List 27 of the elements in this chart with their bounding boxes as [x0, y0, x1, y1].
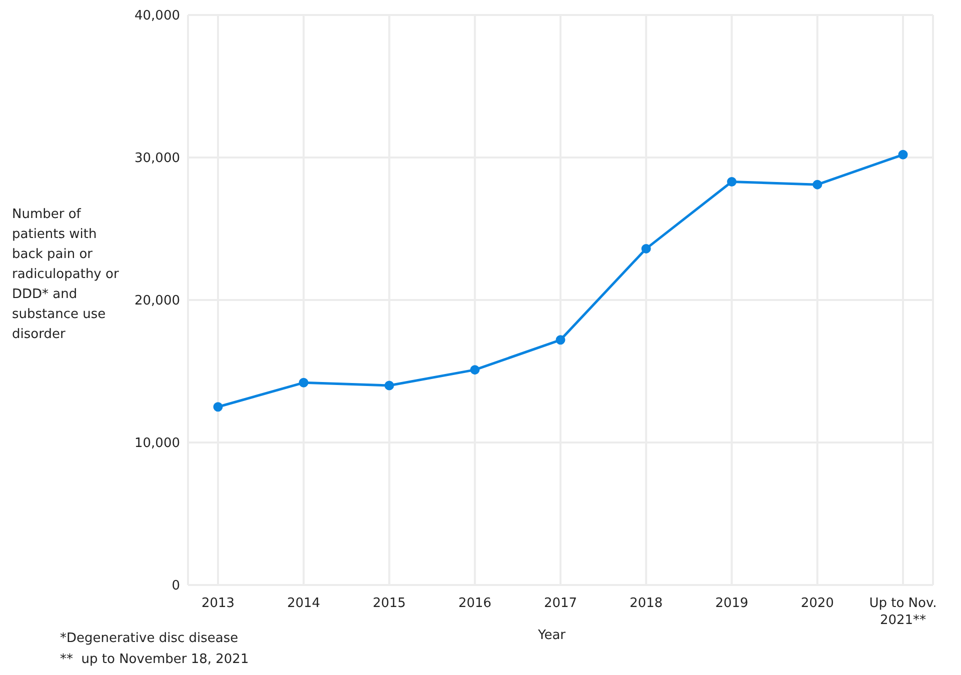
- y-axis-title: Number of patients with back pain or radiculopathy or DDD* and substance use disorder: [12, 206, 120, 344]
- point: [641, 244, 651, 254]
- x-tick-label: 2015: [372, 596, 406, 611]
- point: [556, 335, 566, 345]
- x-tick-label: 2019: [715, 596, 748, 611]
- text: *Degenerative disc disease: [60, 630, 240, 648]
- x-tick-label: 2018: [630, 596, 663, 611]
- x-tick-label: 2017: [544, 596, 578, 611]
- x-tick-label: 2016: [458, 596, 492, 611]
- y-tick-label: 20,000: [134, 294, 180, 309]
- text: ** up to November 18, 2021: [60, 651, 249, 669]
- point: [298, 378, 308, 388]
- y-tick-label: 10,000: [134, 436, 180, 452]
- y-tick-label: 30,000: [134, 151, 180, 166]
- point: [384, 380, 394, 390]
- point: [727, 176, 736, 186]
- y-tick-label: 40,000: [134, 8, 180, 24]
- x-tick-label: 2014: [287, 596, 320, 611]
- y-tick-label: 0: [172, 578, 180, 594]
- x-axis-title: Year: [538, 628, 566, 643]
- x-tick-label: 2020: [800, 596, 834, 611]
- point: [898, 150, 908, 160]
- point: [812, 180, 822, 190]
- x-tick-label: Up to Nov. 2021**: [869, 596, 937, 628]
- point: [470, 365, 480, 375]
- x-tick-label: 2013: [201, 596, 235, 611]
- point: [213, 402, 223, 412]
